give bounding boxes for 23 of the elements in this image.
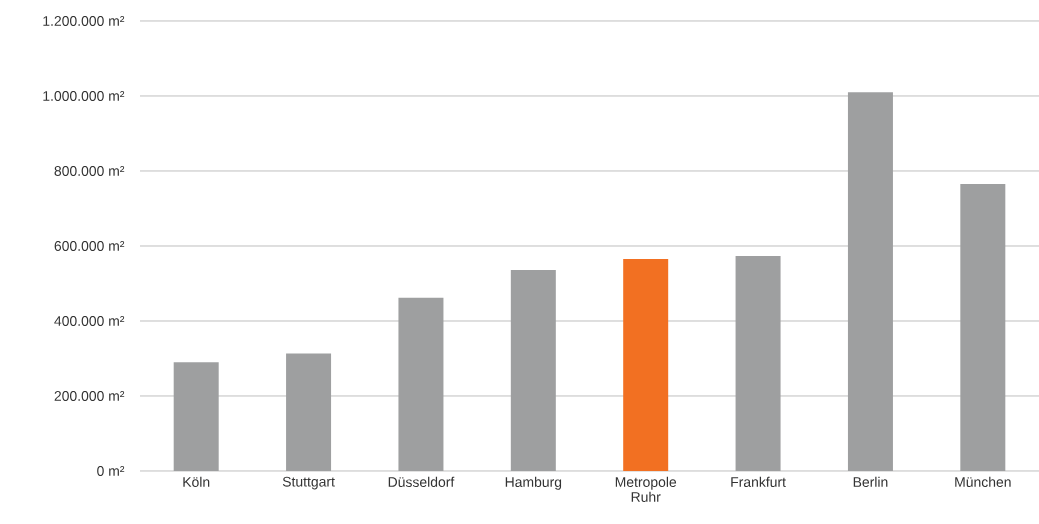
y-tick-label: 800.000 m² xyxy=(54,166,125,176)
bar xyxy=(623,259,669,471)
y-tick-label: 1.000.000 m² xyxy=(43,91,125,101)
bar xyxy=(173,362,219,471)
bar xyxy=(510,269,556,471)
y-tick-label: 600.000 m² xyxy=(54,241,125,251)
bar xyxy=(398,297,444,471)
x-tick-label: Düsseldorf xyxy=(388,476,455,487)
bar xyxy=(286,353,332,471)
bar xyxy=(735,256,781,471)
x-tick-label: Metropole Ruhr xyxy=(615,476,677,502)
x-tick-label: München xyxy=(955,476,1011,487)
bar xyxy=(847,92,893,471)
y-tick-label: 400.000 m² xyxy=(54,316,125,326)
y-tick-label: 1.200.000 m² xyxy=(43,16,125,26)
y-tick-label: 0 m² xyxy=(97,466,125,476)
x-tick-label: Frankfurt xyxy=(731,476,786,487)
bar xyxy=(960,184,1006,471)
x-tick-label: Köln xyxy=(183,476,210,487)
x-tick-label: Stuttgart xyxy=(282,476,335,490)
x-tick-label: Hamburg xyxy=(505,476,562,490)
y-tick-label: 200.000 m² xyxy=(54,391,125,401)
x-tick-label: Berlin xyxy=(853,476,888,487)
